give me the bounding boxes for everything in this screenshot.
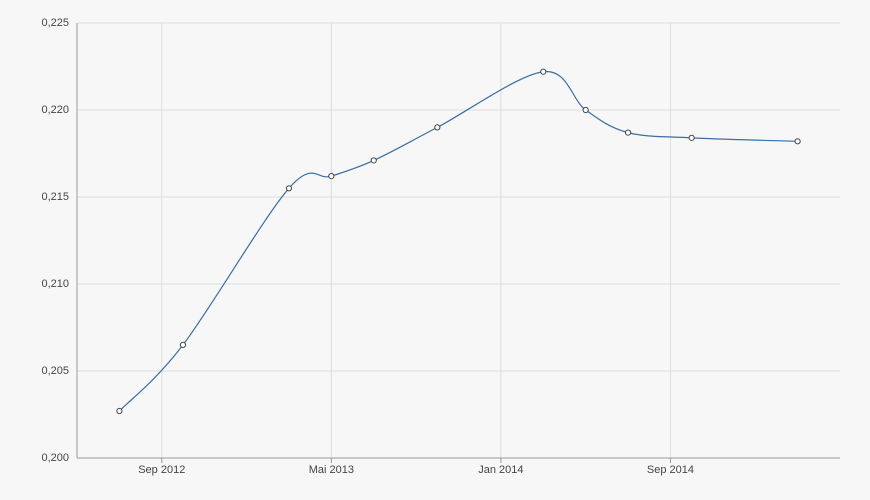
y-tick-label: 0,220 <box>41 104 69 116</box>
point <box>328 173 335 180</box>
point <box>794 138 801 145</box>
y-tick-label: 0,210 <box>41 278 69 290</box>
point <box>624 129 632 136</box>
point <box>434 124 441 131</box>
point <box>540 68 547 75</box>
x-tick-label: Sep 2014 <box>647 464 694 476</box>
x-tick-label: Mai 2013 <box>309 464 354 476</box>
point <box>179 341 187 348</box>
point <box>688 134 695 141</box>
y-tick-label: 0,215 <box>41 191 69 203</box>
point <box>582 106 589 114</box>
x-tick-label: Sep 2012 <box>138 464 185 476</box>
y-tick-label: 0,225 <box>41 17 69 29</box>
point <box>370 157 377 164</box>
y-tick-label: 0,205 <box>41 365 69 377</box>
point <box>116 407 123 415</box>
y-tick-label: 0,200 <box>41 452 69 464</box>
point <box>285 185 293 192</box>
x-tick-label: Jan 2014 <box>478 464 523 476</box>
